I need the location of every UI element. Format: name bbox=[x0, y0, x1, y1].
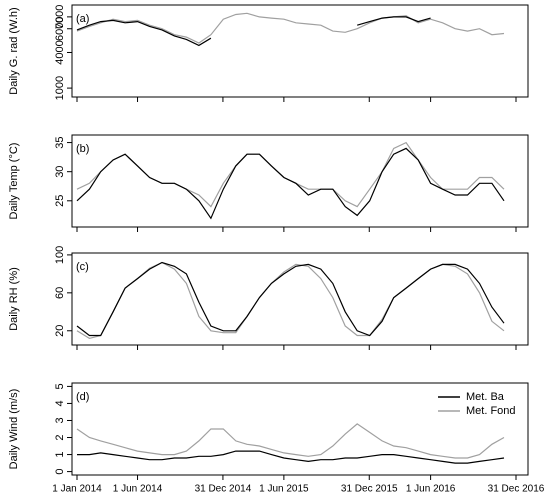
series-line bbox=[77, 450, 505, 464]
y-tick-label: 6000 bbox=[54, 16, 66, 40]
y-tick-label: 1 bbox=[54, 451, 66, 457]
x-tick-label: 1 Jun 2014 bbox=[113, 484, 163, 495]
series-line bbox=[76, 141, 505, 208]
x-tick-label: 31 Dec 2015 bbox=[341, 484, 398, 495]
y-tick-label: 20 bbox=[54, 325, 66, 337]
y-axis-label: Daily RH (%) bbox=[8, 267, 20, 331]
panel-letter: (a) bbox=[76, 13, 89, 25]
series-line bbox=[76, 16, 431, 47]
y-axis-label: Daily Wind (m/s) bbox=[8, 389, 20, 470]
y-tick-label: 5 bbox=[54, 383, 66, 389]
y-axis-label: Daily G. rad (W.h) bbox=[8, 7, 20, 94]
y-tick-label: 25 bbox=[54, 195, 66, 207]
x-tick-label: 1 Jan 2014 bbox=[52, 484, 102, 495]
series-line bbox=[76, 261, 505, 340]
series-line bbox=[76, 147, 505, 220]
x-tick-label: 1 Jun 2015 bbox=[259, 484, 309, 495]
panel-frame bbox=[71, 252, 529, 346]
panel-letter: (b) bbox=[76, 143, 89, 155]
y-tick-label: 35 bbox=[54, 136, 66, 148]
y-tick-label: 0 bbox=[54, 469, 66, 475]
y-tick-label: 100 bbox=[54, 246, 66, 264]
series-line bbox=[76, 423, 505, 459]
panel-letter: (c) bbox=[76, 261, 89, 273]
panel-frame bbox=[71, 134, 529, 228]
series-line bbox=[76, 261, 505, 337]
y-tick-label: 1000 bbox=[54, 76, 66, 100]
panel-frame bbox=[71, 4, 529, 98]
panel-frame bbox=[71, 382, 529, 476]
y-axis-label: Daily Temp (°C) bbox=[8, 143, 20, 220]
y-tick-label: 60 bbox=[54, 287, 66, 299]
y-tick-label: 4 bbox=[54, 400, 66, 406]
legend-label: Met. Fond bbox=[466, 405, 516, 417]
x-tick-label: 31 Dec 2016 bbox=[488, 484, 545, 495]
panel-letter: (d) bbox=[76, 391, 89, 403]
x-tick-label: 31 Dec 2014 bbox=[195, 484, 252, 495]
y-tick-label: 4000 bbox=[54, 40, 66, 64]
y-tick-label: 30 bbox=[54, 166, 66, 178]
series-line bbox=[76, 12, 505, 44]
y-tick-label: 7000 bbox=[54, 5, 66, 29]
legend-label: Met. Ba bbox=[466, 391, 505, 403]
x-tick-label: 1 Jun 2016 bbox=[406, 484, 456, 495]
y-tick-label: 3 bbox=[54, 417, 66, 423]
y-tick-label: 2 bbox=[54, 434, 66, 440]
